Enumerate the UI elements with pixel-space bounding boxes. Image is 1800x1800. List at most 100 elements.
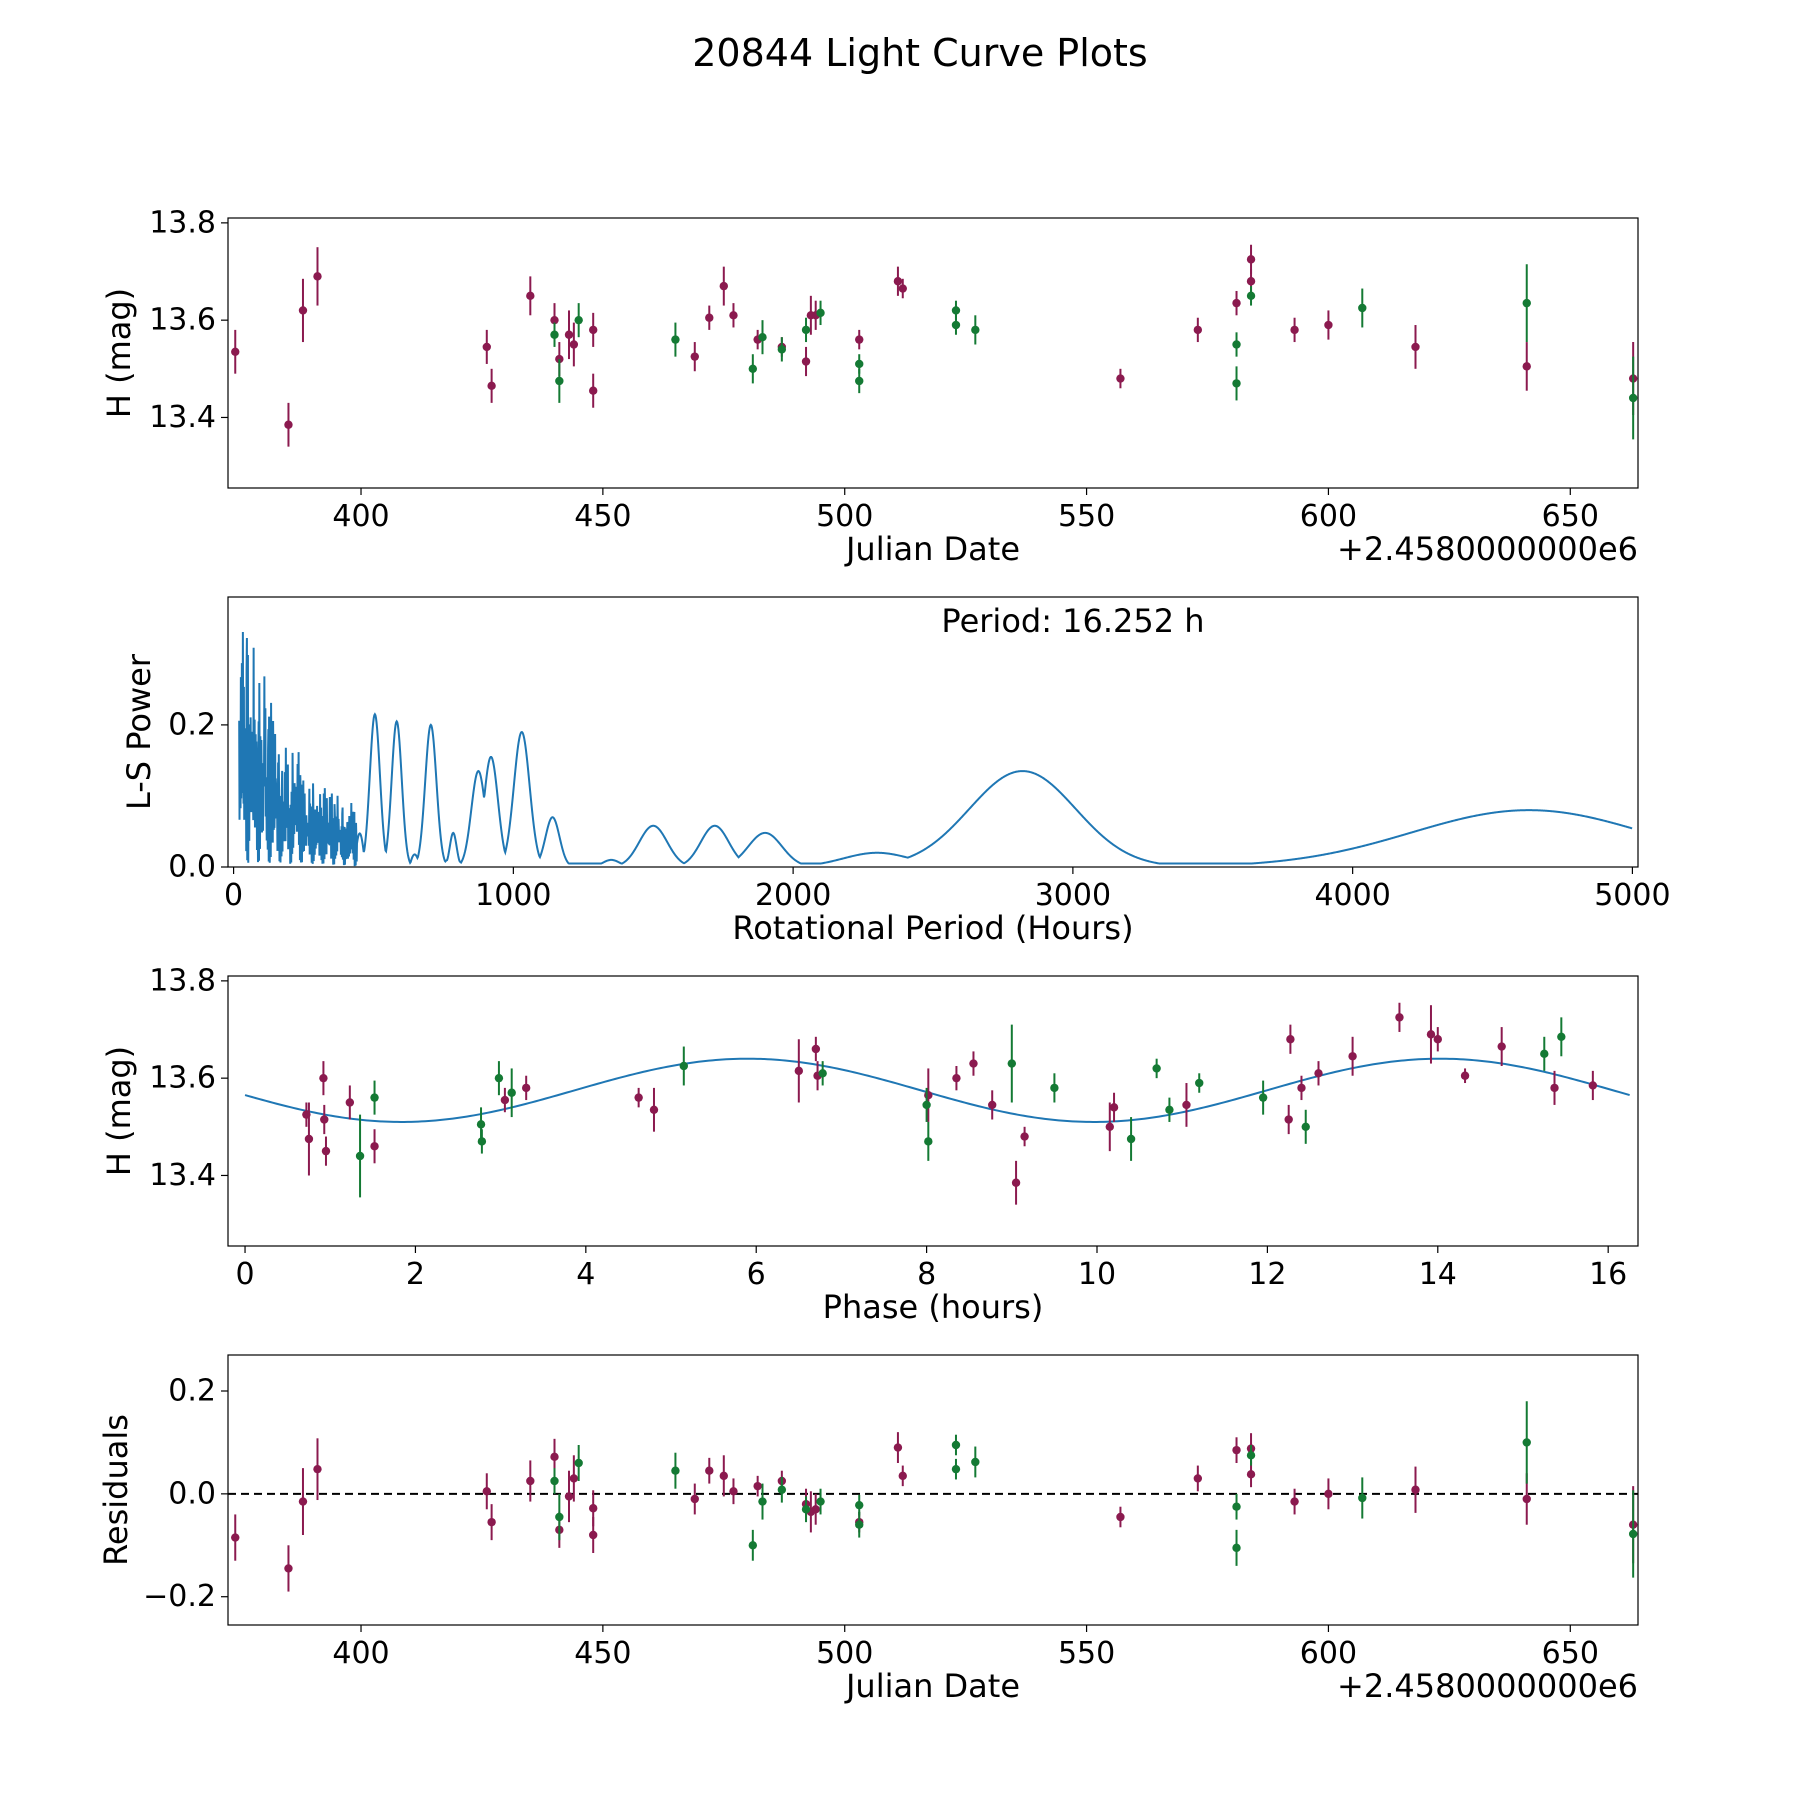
residuals-plot-area [228, 1401, 1638, 1592]
phase-green-point-14 [1165, 1105, 1174, 1114]
raw-ytick-label-0: 13.4 [149, 400, 216, 435]
raw-xtick-label-4: 600 [1300, 499, 1357, 534]
phase-green-point-12 [1126, 1134, 1136, 1144]
periodogram-ytick-label-1: 0.2 [168, 707, 216, 742]
phase-red-point-33 [1550, 1083, 1559, 1093]
raw-red-point-32 [1411, 342, 1420, 352]
residuals-red-point-6 [526, 1476, 535, 1486]
raw-red-point-0 [231, 347, 240, 356]
residuals-red-point-23 [893, 1443, 903, 1452]
raw-green-point-6 [777, 345, 787, 354]
raw-green-point-18 [1522, 298, 1531, 308]
residuals-red-point-7 [550, 1452, 559, 1462]
phase-red-point-23 [1284, 1115, 1293, 1124]
periodogram-xtick-label-2: 2000 [755, 878, 831, 913]
raw-red-point-19 [801, 357, 811, 366]
phase-red-point-20 [1105, 1122, 1114, 1132]
residuals-red-point-26 [1193, 1474, 1203, 1483]
residuals-green-point-4 [748, 1541, 758, 1550]
phase-red-point-8 [521, 1083, 531, 1093]
phase-red-point-2 [319, 1073, 328, 1083]
residuals-green-point-17 [1358, 1493, 1367, 1503]
phase-xtick-label-4: 8 [917, 1257, 936, 1292]
residuals-ytick-label-2: 0.2 [168, 1374, 216, 1409]
residuals-red-point-27 [1232, 1445, 1241, 1455]
phase-red-point-30 [1433, 1035, 1442, 1044]
phase-red-point-11 [794, 1066, 804, 1076]
phase-green-point-17 [1301, 1122, 1310, 1132]
residuals-green-point-18 [1522, 1438, 1531, 1447]
phase-xtick-label-8: 16 [1589, 1257, 1627, 1292]
raw-light-curve-panel: Julian Date +2.4580000000e6 H (mag) 400 4… [100, 205, 1639, 568]
periodogram-axes-frame [227, 596, 1639, 868]
phase-red-point-18 [1011, 1178, 1021, 1187]
residuals-red-point-33 [1522, 1494, 1531, 1504]
phase-green-point-13 [1152, 1064, 1161, 1073]
residuals-red-point-9 [564, 1492, 574, 1501]
residuals-green-point-3 [671, 1466, 680, 1475]
phase-ytick-label-2: 13.8 [149, 963, 216, 998]
residuals-green-point-11 [951, 1440, 961, 1450]
phase-xtick-label-3: 6 [747, 1257, 766, 1292]
residuals-red-point-1 [284, 1564, 293, 1573]
phase-ylabel: H (mag) [100, 1046, 138, 1176]
periodogram-xtick-label-4: 4000 [1314, 878, 1390, 913]
phase-green-point-3 [477, 1137, 487, 1146]
raw-xlabel: Julian Date [844, 530, 1020, 568]
raw-green-point-12 [951, 320, 961, 330]
phase-red-point-25 [1297, 1083, 1306, 1093]
residuals-red-point-21 [811, 1505, 820, 1514]
phase-green-point-2 [476, 1120, 486, 1129]
residuals-ytick-label-0: −0.2 [143, 1579, 216, 1614]
phase-red-point-29 [1426, 1030, 1436, 1039]
residuals-green-point-13 [971, 1457, 980, 1467]
periodogram-xtick-label-5: 5000 [1594, 878, 1670, 913]
phase-red-point-15 [952, 1073, 961, 1083]
phase-xtick-label-6: 12 [1248, 1257, 1286, 1292]
raw-xtick-label-5: 650 [1542, 499, 1599, 534]
phase-ytick-label-0: 13.4 [149, 1158, 216, 1193]
phase-green-point-11 [1050, 1083, 1059, 1093]
figure-title: 20844 Light Curve Plots [692, 31, 1147, 75]
residuals-red-point-32 [1411, 1485, 1420, 1494]
periodogram-ylabel: L-S Power [120, 653, 158, 810]
raw-green-point-2 [574, 315, 583, 325]
phase-green-point-4 [494, 1073, 504, 1083]
phase-xtick-label-7: 14 [1419, 1257, 1457, 1292]
raw-red-point-5 [487, 381, 496, 391]
phase-red-point-1 [304, 1134, 314, 1144]
residuals-red-point-3 [313, 1464, 322, 1474]
raw-red-point-27 [1232, 298, 1241, 308]
raw-red-point-30 [1290, 325, 1299, 335]
phase-green-point-15 [1195, 1078, 1204, 1088]
phase-red-point-17 [988, 1100, 997, 1110]
raw-green-point-11 [951, 306, 961, 315]
raw-red-point-15 [719, 281, 728, 291]
raw-green-point-9 [855, 359, 864, 369]
residuals-red-point-2 [298, 1497, 308, 1506]
phase-red-point-22 [1182, 1100, 1191, 1110]
phase-red-point-12 [811, 1044, 821, 1054]
residuals-green-point-5 [758, 1497, 767, 1506]
raw-ytick-label-2: 13.8 [149, 205, 216, 240]
raw-green-point-17 [1358, 303, 1367, 313]
residuals-red-point-16 [729, 1487, 738, 1496]
residuals-red-point-12 [588, 1530, 598, 1540]
raw-red-point-11 [588, 325, 598, 335]
phase-green-point-10 [1007, 1059, 1017, 1068]
phase-red-point-5 [345, 1098, 355, 1107]
raw-xtick-label-3: 550 [1058, 499, 1115, 534]
phase-red-point-21 [1109, 1103, 1119, 1112]
raw-red-point-28 [1246, 255, 1256, 264]
residuals-red-point-0 [231, 1533, 240, 1542]
residuals-xlabel: Julian Date [844, 1667, 1020, 1705]
raw-red-point-10 [569, 340, 579, 349]
residuals-xtick-label-3: 550 [1058, 1636, 1115, 1671]
raw-red-point-6 [526, 291, 535, 301]
raw-green-point-19 [1628, 393, 1638, 403]
phase-red-point-19 [1020, 1132, 1029, 1141]
raw-green-point-0 [550, 330, 559, 339]
residuals-panel: Julian Date +2.4580000000e6 Residuals 40… [97, 1354, 1639, 1705]
